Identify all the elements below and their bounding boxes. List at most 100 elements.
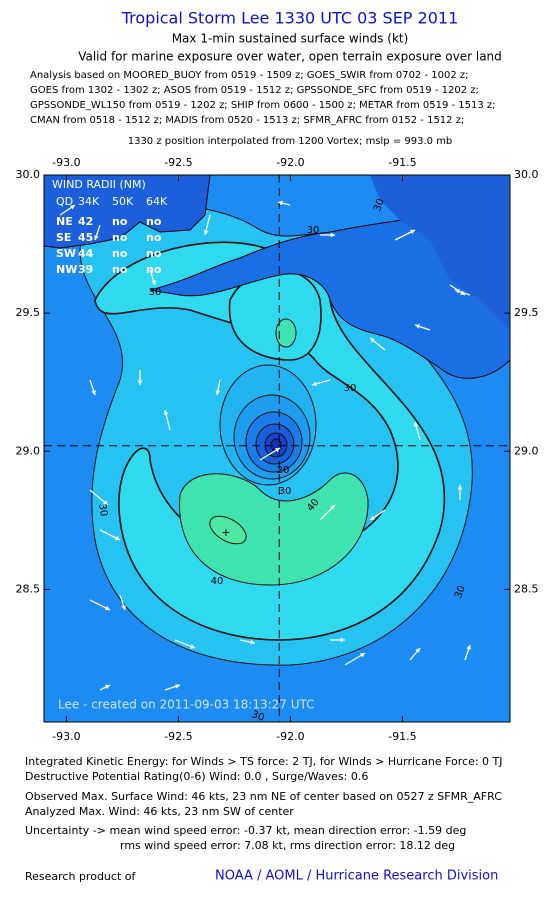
contour-label: 30 — [344, 383, 357, 394]
wind-radii-cell: no — [112, 231, 128, 244]
contour-label: 30 — [453, 584, 468, 600]
contour-label: 40 — [211, 576, 224, 587]
x-tick-label: -92.0 — [276, 730, 304, 743]
wind-radii-header: 34K — [78, 195, 100, 208]
wind-radii-cell: no — [146, 247, 162, 260]
wind-arrow-head — [278, 200, 283, 206]
analysis-line: 1330 z position interpolated from 1200 V… — [128, 136, 453, 147]
wind-radii-cell: no — [112, 247, 128, 260]
wind-radii-title: WIND RADII (NM) — [52, 178, 146, 191]
title: Tropical Storm Lee 1330 UTC 03 SEP 2011 — [121, 9, 459, 28]
footer-line: Analyzed Max. Wind: 46 kts, 23 nm SW of … — [25, 805, 294, 818]
footer-line: Observed Max. Surface Wind: 46 kts, 23 n… — [25, 790, 502, 803]
contour-label: 30 — [307, 225, 320, 236]
wind-arrow-head — [466, 645, 471, 650]
wind-radii-header: 64K — [146, 195, 168, 208]
wind-arrow-head — [70, 205, 75, 210]
y-tick-label: 29.5 — [514, 306, 539, 319]
wind-arrow-head — [415, 324, 420, 329]
footer-line: rms wind speed error: 7.08 kt, rms direc… — [120, 839, 455, 852]
wind-arrow-head — [250, 639, 255, 645]
wind-radii-cell: 45 — [78, 231, 93, 244]
wind-arrow-head — [330, 232, 335, 238]
contour-label: 30 — [279, 486, 292, 497]
analysis-line: GPSSONDE_WL150 from 0519 - 1202 z; SHIP … — [30, 100, 496, 111]
wind-arrow-head — [413, 422, 419, 427]
y-tick-label: 29.5 — [16, 306, 41, 319]
wind-arrow-head — [330, 505, 335, 510]
wind-arrow-head — [360, 653, 365, 658]
wind-radii-cell: SE — [56, 231, 71, 244]
x-tick-label: -93.0 — [52, 730, 80, 743]
wind-radii-cell: no — [146, 215, 162, 228]
wind-radii-cell: NW — [56, 263, 77, 276]
wind-arrow-head — [190, 644, 195, 649]
wind-radii-cell: no — [112, 215, 128, 228]
contour-label: 30 — [149, 287, 162, 298]
wind-radii-cell: 44 — [78, 247, 94, 260]
wind-arrow-head — [103, 500, 108, 505]
wind-arrow-head — [115, 535, 120, 541]
subtitle: Max 1-min sustained surface winds (kt) — [172, 32, 409, 46]
analysis-line: CMAN from 0518 - 1512 z; MADIS from 0520… — [30, 115, 464, 126]
contour-label: 30 — [250, 709, 266, 724]
map-fill — [44, 175, 510, 722]
wind-arrow-head — [105, 605, 110, 611]
analysis-line: Analysis based on MOORED_BUOY from 0519 … — [30, 70, 469, 81]
map-frame — [43, 174, 511, 723]
wind-arrow-head — [203, 230, 209, 235]
wind-radii-cell: no — [146, 263, 162, 276]
x-tick-label: -92.5 — [164, 730, 192, 743]
footer-line: Integrated Kinetic Energy: for Winds > T… — [25, 755, 503, 768]
max-wind-mark: + — [221, 526, 230, 539]
footer-line: Uncertainty -> mean wind speed error: -0… — [25, 824, 466, 837]
y-tick-label: 28.5 — [16, 582, 41, 595]
wind-arrow-head — [137, 380, 143, 385]
wind-arrow-head — [275, 448, 280, 453]
wind-arrow-head — [163, 410, 169, 415]
wind-arrow-head — [340, 637, 345, 643]
x-tick-label: -92.0 — [276, 156, 304, 169]
wind-radii-cell: 39 — [78, 263, 93, 276]
wind-radii-header: 50K — [112, 195, 134, 208]
x-tick-label: -91.5 — [388, 730, 416, 743]
wind-arrow-head — [94, 235, 99, 240]
wind-arrow-head — [175, 684, 180, 689]
wind-arrow-head — [151, 280, 156, 285]
contour-label: 30 — [96, 503, 109, 517]
contour-label: 30 — [372, 197, 387, 213]
wind-arrow-head — [215, 390, 221, 395]
x-tick-label: -92.5 — [164, 156, 192, 169]
footer-line: Destructive Potential Rating(0-6) Wind: … — [25, 770, 368, 783]
wind-arrow-head — [312, 381, 317, 387]
research-note: Research product of — [25, 870, 136, 883]
wind-arrow-head — [121, 605, 126, 610]
wind-arrow-head — [105, 684, 110, 690]
org-name: NOAA / AOML / Hurricane Research Divisio… — [215, 869, 498, 884]
credit: Lee - created on 2011-09-03 18:13:27 UTC — [58, 698, 315, 712]
wind-radii-cell: 42 — [78, 215, 93, 228]
wind-arrow-head — [370, 338, 375, 343]
wind-arrow-head — [415, 648, 420, 653]
contour-label: 20 — [277, 465, 290, 476]
y-tick-label: 30.0 — [514, 168, 539, 181]
wind-radii-cell: no — [146, 231, 162, 244]
y-tick-label: 30.0 — [16, 168, 41, 181]
wind-arrow-head — [460, 290, 465, 295]
analysis-line: GOES from 1302 - 1302 z; ASOS from 0519 … — [30, 85, 479, 96]
wind-radii-cell: no — [112, 263, 128, 276]
wind-radii-cell: SW — [56, 247, 76, 260]
y-tick-label: 29.0 — [514, 444, 539, 457]
wind-radii-header: QD — [56, 195, 73, 208]
x-tick-label: -93.0 — [52, 156, 80, 169]
wind-arrow-head — [457, 485, 463, 490]
y-tick-label: 28.5 — [514, 582, 539, 595]
wind-radii-cell: NE — [56, 215, 73, 228]
wind-arrow-head — [410, 229, 415, 235]
wind-arrow-head — [370, 515, 375, 520]
x-tick-label: -91.5 — [388, 156, 416, 169]
valid-note: Valid for marine exposure over water, op… — [78, 50, 502, 64]
wind-arrow-head — [91, 390, 96, 395]
y-tick-label: 29.0 — [16, 444, 41, 457]
